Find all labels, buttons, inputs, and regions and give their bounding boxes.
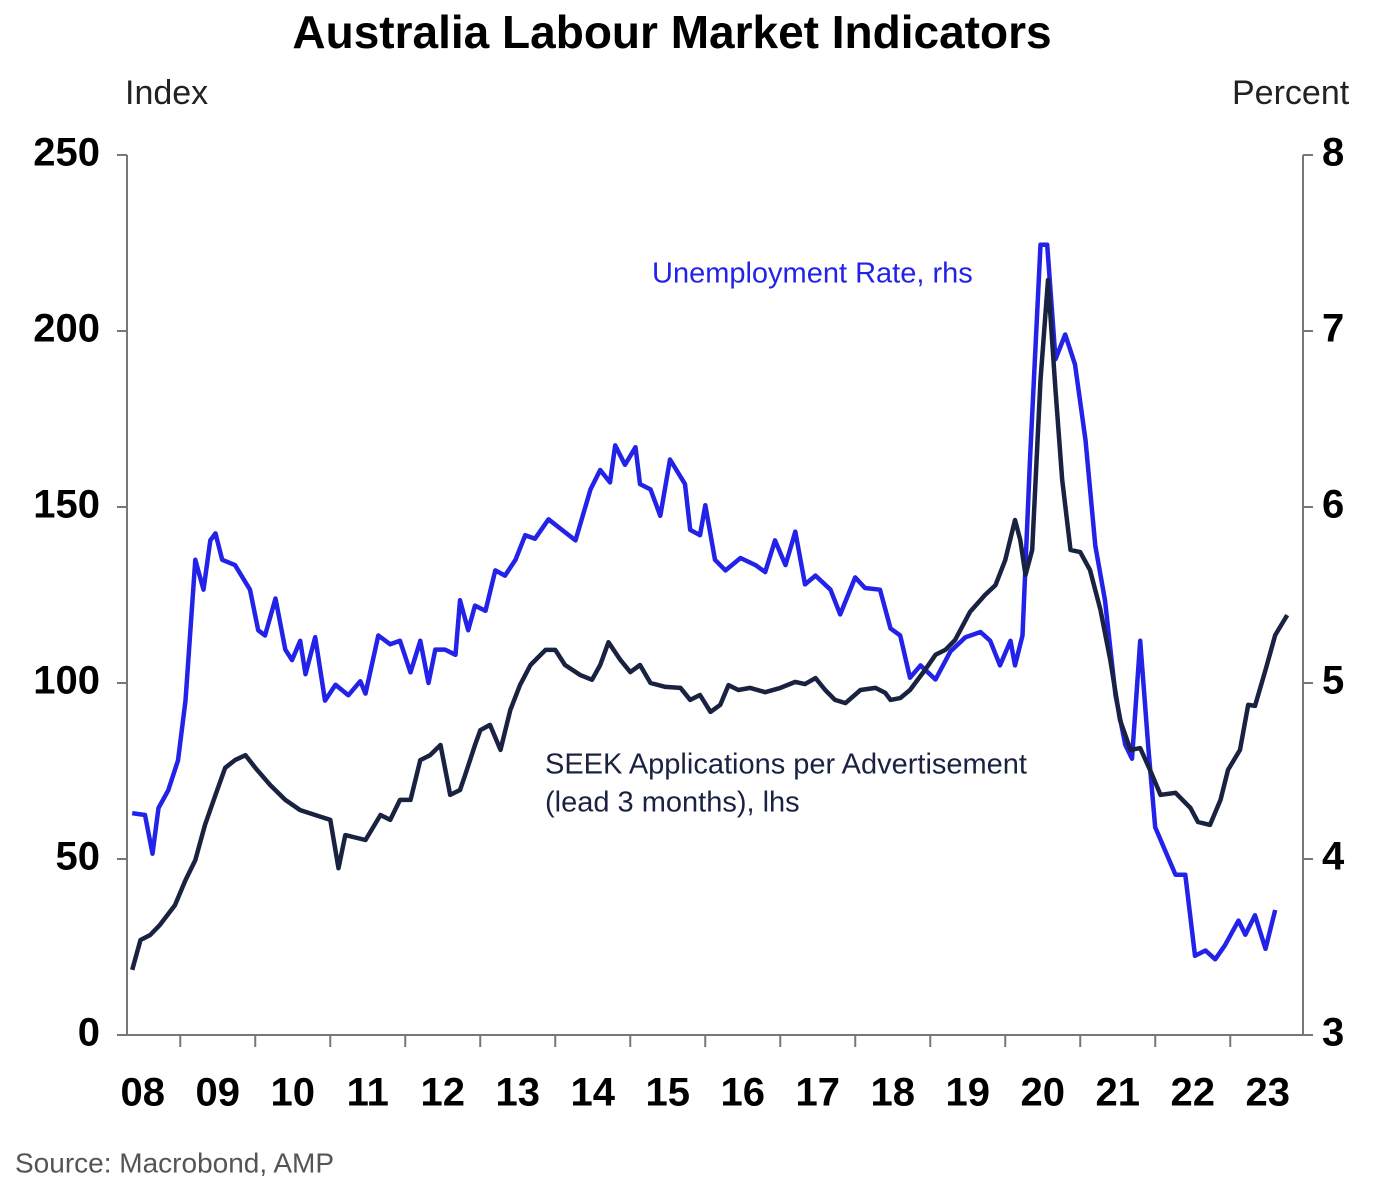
y-tick-label: 50 [56,835,101,879]
y2-tick-label: 7 [1322,307,1344,351]
series-annotation: (lead 3 months), lhs [545,787,800,819]
x-tick-label: 09 [196,1071,241,1115]
y2-tick-label: 8 [1322,131,1344,175]
y2-tick-label: 4 [1322,835,1345,879]
y-axis-label: Index [125,74,208,112]
y-tick-label: 0 [78,1011,100,1055]
x-tick-label: 18 [871,1071,916,1115]
x-tick-label: 22 [1171,1071,1216,1115]
x-tick-label: 19 [946,1071,991,1115]
x-tick-label: 15 [646,1071,691,1115]
x-tick-label: 17 [796,1071,841,1115]
x-tick-label: 20 [1021,1071,1066,1115]
x-tick-label: 16 [721,1071,766,1115]
x-tick-label: 12 [421,1071,466,1115]
x-tick-label: 23 [1246,1071,1291,1115]
y-tick-label: 100 [33,659,100,703]
series-annotation: Unemployment Rate, rhs [652,258,973,290]
chart-title: Australia Labour Market Indicators [292,6,1051,58]
y2-tick-label: 6 [1322,483,1344,527]
series-annotation: SEEK Applications per Advertisement [545,749,1027,781]
x-tick-label: 14 [571,1071,616,1115]
y2-tick-label: 5 [1322,659,1344,703]
x-tick-label: 10 [271,1071,316,1115]
x-tick-label: 21 [1096,1071,1141,1115]
x-tick-label: 13 [496,1071,541,1115]
x-tick-label: 08 [121,1071,166,1115]
y2-tick-label: 3 [1322,1011,1344,1055]
y-tick-label: 250 [33,131,100,175]
y-tick-label: 150 [33,483,100,527]
y2-axis-label: Percent [1232,74,1350,112]
source-note: Source: Macrobond, AMP [15,1147,334,1178]
series-line [131,242,1278,962]
x-tick-label: 11 [347,1071,389,1115]
series-line [130,277,1290,971]
y-tick-label: 200 [33,307,100,351]
